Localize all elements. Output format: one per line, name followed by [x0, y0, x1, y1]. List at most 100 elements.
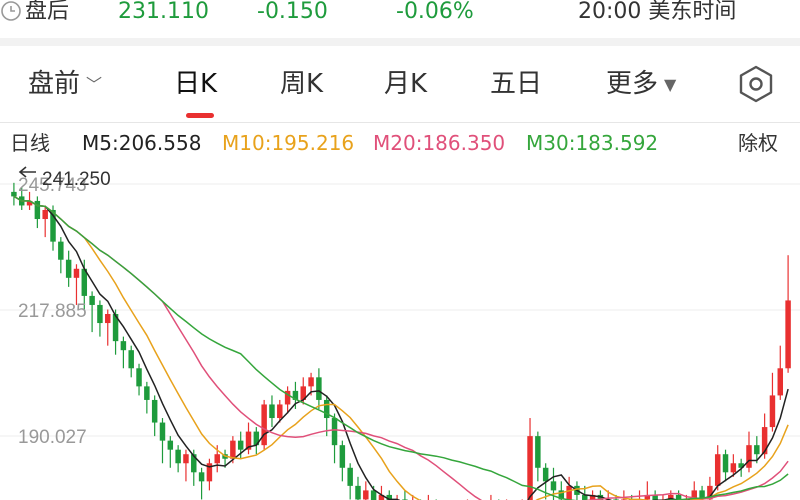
tab-premarket-label: 盘前 [28, 69, 81, 99]
candle-body [730, 463, 737, 473]
candle-body [34, 200, 41, 220]
tab-daily-k-label: 日K [174, 69, 218, 99]
candle-body [339, 445, 346, 468]
candle-body [675, 494, 682, 500]
candle-body [535, 436, 541, 468]
candle-body [198, 472, 205, 482]
candle-body [105, 314, 111, 324]
candle-body [363, 490, 369, 500]
candle-body [58, 241, 64, 260]
tab-weekly-k[interactable]: 周K [280, 66, 323, 102]
candle-body [65, 259, 72, 278]
candle-body [777, 368, 784, 396]
candle-body [230, 440, 236, 459]
candle-body [370, 490, 377, 500]
candle-body [378, 494, 385, 500]
candle-body [644, 494, 651, 500]
ma10-line [13, 195, 789, 500]
candle-body [785, 300, 791, 369]
candle-body [128, 350, 134, 369]
candle-body [722, 454, 729, 473]
ma10-value: M10:195.216 [222, 131, 355, 155]
candle-body [300, 386, 306, 400]
session-label: 盘后 [25, 0, 70, 24]
candle-body [323, 399, 330, 419]
ma-period-label: 日线 [10, 131, 50, 155]
tab-daily-k[interactable]: 日K [174, 66, 217, 102]
candle-body [214, 454, 220, 464]
candle-body [652, 494, 658, 500]
candle-body [89, 295, 95, 305]
ma30-value: M30:183.592 [526, 131, 659, 155]
candle-body [386, 494, 393, 500]
candle-body [316, 377, 322, 400]
quote-header: 盘后 231.110 -0.150 -0.06% 20:00 美东时间 [0, 0, 800, 38]
candle-body [769, 395, 776, 428]
moving-average-bar: 日线 M5:206.558 M10:195.216 M20:186.350 M3… [0, 128, 800, 158]
candle-body [691, 490, 697, 500]
active-tab-indicator [186, 113, 214, 118]
candle-body [26, 200, 33, 206]
candle-body [284, 390, 291, 405]
candle-body [50, 209, 56, 242]
candle-body [566, 485, 572, 500]
candle-body [191, 454, 197, 473]
ma20-line [13, 195, 789, 500]
candle-body [308, 377, 314, 387]
tab-weekly-k-label: 周K [280, 69, 324, 99]
candle-body [237, 440, 244, 450]
hexagon-settings-icon[interactable] [736, 64, 776, 104]
candle-body [738, 463, 744, 468]
candle-body [42, 209, 48, 220]
candle-body [167, 440, 174, 450]
candle-body [527, 436, 533, 500]
candle-body [746, 445, 752, 468]
ma20-value: M20:186.350 [373, 131, 506, 155]
candle-body [136, 368, 142, 387]
tab-monthly-k-label: 月K [384, 69, 428, 99]
tab-more[interactable]: 更多 ▼ [606, 66, 676, 103]
candle-body [206, 463, 213, 482]
candle-body [277, 404, 283, 419]
caret-down-icon: ▼ [664, 74, 677, 94]
candle-body [269, 404, 275, 419]
y-tick-label: 245.743 [18, 175, 87, 196]
after-hours-price: 231.110 [118, 0, 209, 24]
candle-body [253, 431, 260, 446]
candle-body [355, 485, 361, 500]
candle-body [754, 445, 760, 455]
candle-body [11, 191, 17, 197]
candle-body [707, 485, 713, 500]
candle-body [73, 268, 80, 278]
candle-body [144, 386, 150, 400]
candlestick-chart[interactable]: 245.743 217.885 190.027 241.250 [0, 160, 800, 500]
candle-body [714, 454, 721, 486]
candle-body [292, 390, 299, 400]
candle-body [542, 467, 549, 482]
candle-body [761, 427, 768, 455]
ma5-line [13, 195, 789, 500]
candle-body [81, 268, 88, 296]
candle-body [175, 449, 181, 464]
candle-body [120, 341, 127, 351]
candle-body [589, 494, 596, 500]
tab-monthly-k[interactable]: 月K [384, 66, 427, 102]
candle-body [112, 314, 119, 342]
arrow-left-icon [18, 166, 36, 178]
chevron-down-icon: ﹀ [86, 74, 103, 94]
candle-body [97, 304, 103, 324]
ex-rights-toggle[interactable]: 除权 [738, 131, 778, 155]
candle-body [261, 404, 267, 446]
price-change-percent: -0.06% [396, 0, 474, 24]
section-divider [0, 38, 800, 46]
tab-five-day[interactable]: 五日 [490, 66, 542, 102]
market-time: 20:00 美东时间 [578, 0, 737, 24]
high-price-label: 241.250 [42, 169, 111, 190]
candle-body [347, 467, 353, 486]
period-tabs: 盘前 ﹀ 日K 周K 月K 五日 更多 ▼ [0, 46, 800, 123]
candle-body [668, 494, 674, 500]
tab-premarket[interactable]: 盘前 ﹀ [28, 66, 102, 103]
y-tick-label: 190.027 [18, 427, 87, 448]
candle-body [582, 494, 588, 500]
candle-body [151, 399, 158, 423]
